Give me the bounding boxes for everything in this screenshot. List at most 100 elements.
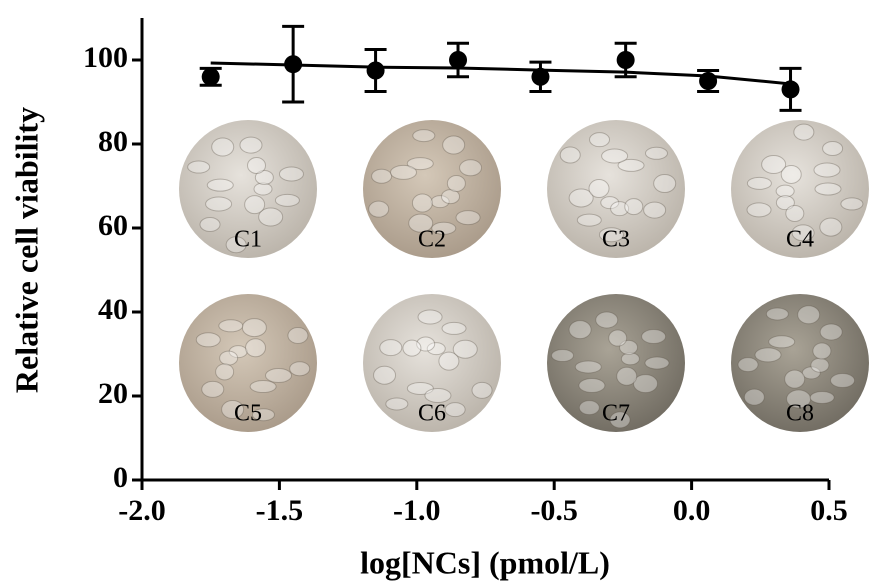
cell-cluster [823, 141, 843, 155]
cell-cluster [439, 352, 459, 370]
y-tick-label: 20 [98, 377, 128, 410]
cell-cluster [216, 364, 234, 380]
cell-cluster [744, 389, 764, 405]
x-tick-label: -1.5 [256, 494, 304, 527]
cell-cluster [372, 169, 392, 183]
data-point [617, 51, 635, 69]
cell-cluster [831, 373, 855, 387]
cell-cluster [786, 205, 804, 221]
inset-label: C1 [234, 227, 262, 253]
cell-cluster [240, 137, 262, 153]
cell-cluster [602, 149, 628, 163]
cell-cluster [380, 340, 402, 356]
data-point [449, 51, 467, 69]
cell-cluster [288, 328, 308, 344]
y-tick-label: 40 [98, 293, 128, 326]
cell-cluster [617, 367, 637, 385]
cell-cluster [472, 382, 492, 398]
cell-cluster [552, 350, 574, 362]
cell-cluster [369, 201, 389, 217]
x-tick-label: -1.0 [393, 494, 441, 527]
cell-cluster [645, 147, 667, 159]
y-tick-label: 80 [98, 125, 128, 158]
cell-cluster [220, 351, 238, 365]
cell-cluster [785, 370, 805, 388]
cell-cluster [242, 319, 266, 337]
cell-cluster [738, 358, 758, 372]
cell-cluster [589, 180, 609, 198]
data-point [284, 55, 302, 73]
x-tick-label: -0.5 [530, 494, 578, 527]
cell-cluster [248, 157, 266, 173]
cell-cluster [212, 138, 234, 156]
cell-cluster [391, 165, 417, 179]
cell-cluster [219, 320, 243, 332]
cell-cluster [820, 218, 842, 236]
x-tick-label: 0.0 [673, 494, 711, 527]
cell-cluster [250, 381, 276, 393]
cell-cluster [579, 401, 599, 415]
cell-cluster [645, 357, 669, 369]
cell-cluster [813, 343, 831, 359]
data-point [782, 80, 800, 98]
cell-cluster [814, 163, 840, 177]
cell-cluster [747, 177, 771, 189]
cell-cluster [560, 147, 580, 163]
cell-cluster [590, 133, 610, 147]
y-axis-title: Relative cell viability [8, 107, 44, 393]
cell-cluster [747, 203, 771, 217]
inset-label: C2 [418, 227, 446, 253]
inset-label: C3 [602, 227, 630, 253]
cell-cluster [766, 308, 788, 320]
cell-cluster [609, 330, 627, 346]
cell-cluster [245, 196, 265, 214]
data-point [202, 68, 220, 86]
cell-cluster [202, 381, 224, 397]
cell-cluster [413, 130, 435, 142]
cell-cluster [798, 306, 820, 324]
cell-cluster [642, 330, 666, 344]
y-tick-label: 0 [113, 461, 128, 494]
cell-cluster [654, 174, 676, 192]
cell-cluster [279, 167, 303, 181]
cell-cluster [811, 358, 829, 372]
cell-cluster [815, 183, 841, 195]
cell-cluster [442, 322, 466, 334]
cell-cluster [275, 194, 299, 206]
cell-cluster [196, 333, 220, 347]
cell-cluster [206, 197, 232, 211]
cell-cluster [794, 124, 814, 140]
cell-cluster [769, 336, 795, 348]
cell-cluster [820, 324, 842, 340]
inset-label: C5 [234, 401, 262, 427]
cell-cluster [447, 175, 465, 191]
chart: log[NCs] (pmol/L) Relative cell viabilit… [0, 0, 870, 586]
cell-cluster [569, 321, 591, 339]
cell-cluster [445, 403, 465, 417]
cell-cluster [644, 202, 666, 218]
cell-cluster [625, 199, 643, 215]
cell-cluster [755, 348, 781, 362]
y-tick-label: 60 [98, 209, 128, 242]
inset-label: C4 [786, 227, 814, 253]
cell-cluster [577, 214, 601, 226]
cell-cluster [596, 312, 618, 328]
x-axis-title: log[NCs] (pmol/L) [360, 544, 610, 580]
cell-cluster [412, 194, 432, 212]
cell-cluster [403, 340, 421, 356]
data-point [531, 68, 549, 86]
cell-cluster [443, 136, 465, 154]
cell-cluster [575, 361, 601, 373]
cell-cluster [386, 398, 408, 410]
data-point [699, 72, 717, 90]
data-point [367, 62, 385, 80]
x-tick-label: 0.5 [810, 494, 848, 527]
cell-cluster [246, 339, 266, 357]
cell-cluster [841, 198, 863, 210]
x-tick-label: -2.0 [118, 494, 166, 527]
cell-cluster [200, 218, 220, 232]
cell-cluster [418, 310, 442, 324]
inset-label: C7 [602, 401, 630, 427]
cell-cluster [290, 362, 310, 376]
cell-cluster [456, 211, 480, 225]
